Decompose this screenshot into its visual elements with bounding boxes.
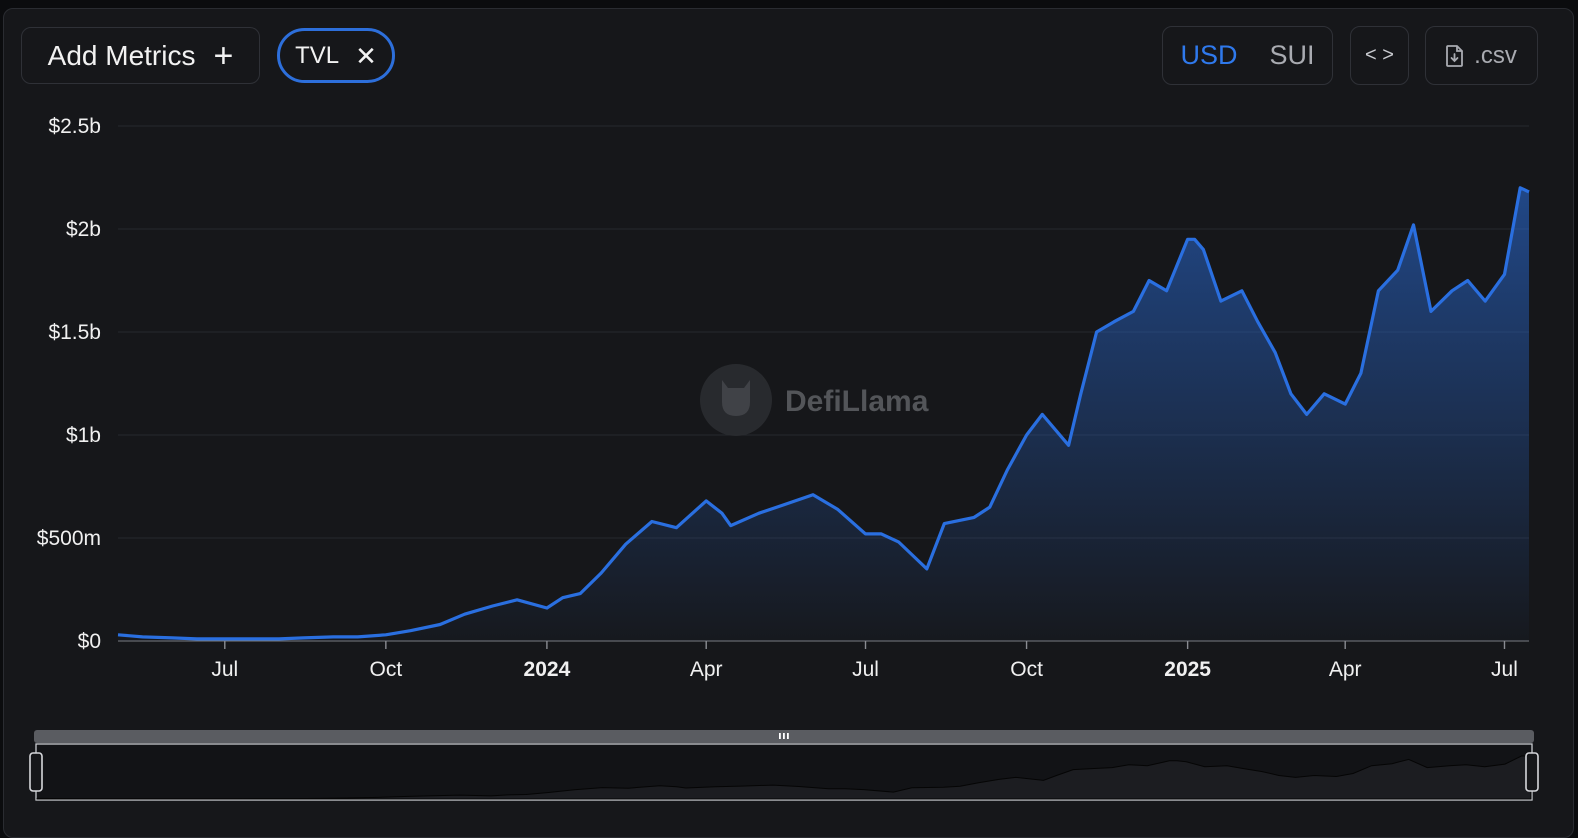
watermark: DefiLlama [700,364,929,436]
x-tick-label: Apr [690,658,723,681]
add-metrics-label: Add Metrics [47,39,196,71]
currency-option-usd[interactable]: USD [1180,40,1238,70]
plus-icon: + [213,36,234,75]
csv-download-button[interactable]: .csv [1425,26,1538,85]
add-metrics-button[interactable]: Add Metrics + [21,27,260,84]
currency-toggle: USD SUI [1162,26,1333,85]
brush-grip-icon [779,733,781,739]
y-tick-label: $500m [37,527,101,550]
y-tick-label: $1b [66,424,101,447]
tvl-area-fill [118,187,1529,642]
brush-grip-icon-mid [783,733,785,739]
watermark-text: DefiLlama [785,385,929,418]
brush-preview-series [36,755,1532,800]
code-icon: < > [1365,44,1394,66]
x-axis: Jul Oct 2024 Apr Jul Oct 2025 Apr Jul [211,641,1518,681]
metric-chip-tvl[interactable]: TVL ✕ [277,28,395,83]
llama-head-shape [722,380,750,416]
x-tick-label: Jul [211,658,238,681]
x-tick-label: Jul [852,658,879,681]
y-tick-label: $2b [66,218,101,241]
y-axis: $0 $500m $1b $1.5b $2b $2.5b [37,115,101,653]
brush-grip-icon-end [787,733,789,739]
y-tick-label: $1.5b [48,321,101,344]
brush-left-handle[interactable] [29,752,43,792]
x-tick-label: Apr [1329,658,1362,681]
close-icon[interactable]: ✕ [355,40,377,71]
embed-button[interactable]: < > [1350,26,1409,85]
x-tick-label: 2025 [1164,658,1211,681]
x-tick-label: Oct [1010,658,1043,681]
csv-label: .csv [1474,41,1517,69]
x-tick-label: 2024 [524,658,571,681]
currency-option-sui[interactable]: SUI [1269,40,1315,70]
tvl-series-line [117,186,1530,641]
range-brush[interactable] [29,730,1539,801]
tvl-data-points [117,187,1530,639]
y-tick-label: $2.5b [48,115,101,138]
metric-chip-label: TVL [295,41,340,69]
file-download-icon [1446,44,1464,67]
y-tick-label: $0 [78,630,101,653]
brush-right-handle[interactable] [1525,752,1539,792]
x-tick-label: Jul [1491,658,1518,681]
x-tick-label: Oct [370,658,403,681]
